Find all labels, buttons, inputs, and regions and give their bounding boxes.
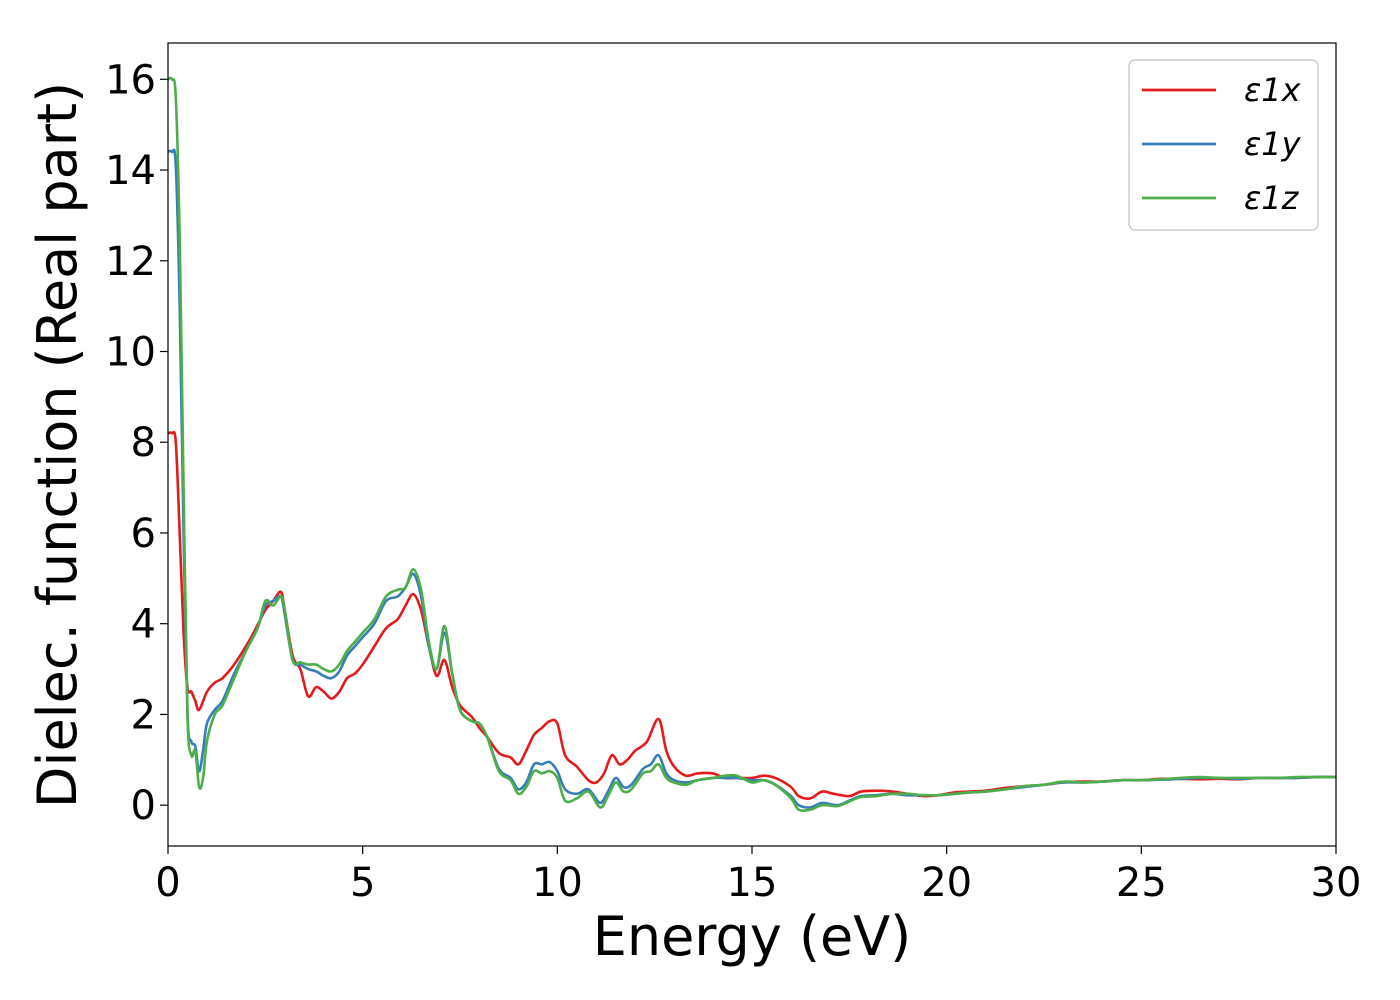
x-tick-label: 10 [532, 860, 583, 906]
y-tick-label: 10 [105, 329, 156, 375]
legend-label: ε1x [1244, 71, 1302, 109]
y-tick-label: 6 [131, 511, 156, 557]
y-tick-label: 4 [131, 602, 156, 648]
y-axis: 0 2 4 6 8 10 12 14 16 [105, 57, 168, 829]
series-line-2 [168, 76, 1336, 813]
y-axis-title: Dielec. function (Real part) [26, 82, 89, 808]
x-tick-label: 30 [1311, 860, 1362, 906]
series-layer [168, 76, 1336, 813]
y-tick-label: 8 [131, 420, 156, 466]
x-tick-label: 0 [155, 860, 180, 906]
legend-label: ε1z [1244, 179, 1300, 217]
x-tick-label: 5 [350, 860, 375, 906]
x-tick-label: 20 [921, 860, 972, 906]
x-tick-label: 25 [1116, 860, 1167, 906]
y-tick-label: 12 [105, 239, 156, 285]
series-line-0 [168, 430, 1336, 800]
y-tick-label: 0 [131, 783, 156, 829]
legend-box [1128, 59, 1319, 231]
legend-label: ε1y [1244, 125, 1302, 163]
y-tick-label: 2 [131, 692, 156, 738]
x-axis: 0 5 10 15 20 25 30 [155, 846, 1361, 906]
y-tick-label: 16 [105, 57, 156, 103]
series-line-1 [168, 148, 1336, 809]
x-tick-label: 15 [727, 860, 778, 906]
x-axis-title: Energy (eV) [593, 905, 912, 968]
y-tick-label: 14 [105, 148, 156, 194]
legend: ε1x ε1y ε1z [1128, 59, 1319, 231]
